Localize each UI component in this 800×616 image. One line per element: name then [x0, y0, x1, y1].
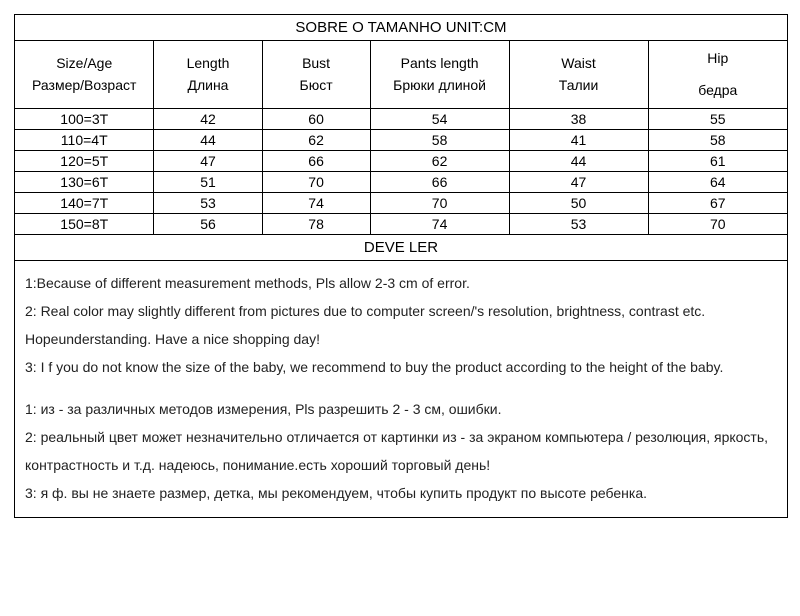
table-cell: 42: [154, 108, 262, 129]
col-header: Size/AgeРазмер/Возраст: [15, 41, 154, 108]
table-cell: 70: [370, 192, 509, 213]
table-cell: 61: [648, 150, 787, 171]
table-cell: 130=6T: [15, 171, 154, 192]
size-chart-container: SOBRE O TAMANHO UNIT:CM Size/AgeРазмер/В…: [14, 14, 788, 518]
col-header-en: Pants length: [373, 52, 507, 74]
table-cell: 54: [370, 108, 509, 129]
table-cell: 60: [262, 108, 370, 129]
table-cell: 62: [370, 150, 509, 171]
table-cell: 38: [509, 108, 648, 129]
table-cell: 58: [648, 129, 787, 150]
col-header-en: Length: [156, 52, 259, 74]
note-en-2: 2: Real color may slightly different fro…: [25, 297, 777, 353]
col-header-ru: Брюки длиной: [373, 74, 507, 96]
table-cell: 53: [509, 213, 648, 234]
table-row: 110=4T4462584158: [15, 129, 787, 150]
col-header: Pants lengthБрюки длиной: [370, 41, 509, 108]
table-cell: 100=3T: [15, 108, 154, 129]
table-cell: 150=8T: [15, 213, 154, 234]
table-cell: 64: [648, 171, 787, 192]
note-en-3: 3: I f you do not know the size of the b…: [25, 353, 777, 381]
notes-title: DEVE LER: [15, 234, 787, 261]
notes-section: 1:Because of different measurement metho…: [15, 261, 787, 517]
table-cell: 74: [262, 192, 370, 213]
col-header-en: Waist: [512, 52, 646, 74]
col-header: WaistТалии: [509, 41, 648, 108]
table-cell: 70: [262, 171, 370, 192]
table-cell: 110=4T: [15, 129, 154, 150]
note-ru-1: 1: из - за различных методов измерения, …: [25, 395, 777, 423]
table-row: 120=5T4766624461: [15, 150, 787, 171]
table-row: 150=8T5678745370: [15, 213, 787, 234]
table-cell: 58: [370, 129, 509, 150]
table-cell: 70: [648, 213, 787, 234]
table-cell: 55: [648, 108, 787, 129]
table-cell: 47: [154, 150, 262, 171]
note-en-1: 1:Because of different measurement metho…: [25, 269, 777, 297]
table-cell: 51: [154, 171, 262, 192]
table-cell: 120=5T: [15, 150, 154, 171]
table-cell: 66: [262, 150, 370, 171]
table-row: 100=3T4260543855: [15, 108, 787, 129]
table-cell: 140=7T: [15, 192, 154, 213]
table-cell: 74: [370, 213, 509, 234]
col-header: BustБюст: [262, 41, 370, 108]
col-header-ru: Длина: [156, 74, 259, 96]
col-header-ru: Талии: [512, 74, 646, 96]
col-header-en: Bust: [265, 52, 368, 74]
col-header-en: Hip: [651, 47, 785, 69]
col-header-en: Size/Age: [17, 52, 151, 74]
table-row: 130=6T5170664764: [15, 171, 787, 192]
size-table: Size/AgeРазмер/ВозрастLengthДлинаBustБюс…: [15, 41, 787, 234]
table-cell: 47: [509, 171, 648, 192]
table-cell: 78: [262, 213, 370, 234]
col-header: Hip бедра: [648, 41, 787, 108]
table-cell: 44: [154, 129, 262, 150]
table-cell: 41: [509, 129, 648, 150]
table-cell: 62: [262, 129, 370, 150]
col-header-ru: бедра: [651, 79, 785, 101]
table-cell: 56: [154, 213, 262, 234]
header-row: Size/AgeРазмер/ВозрастLengthДлинаBustБюс…: [15, 41, 787, 108]
col-header-ru: Размер/Возраст: [17, 74, 151, 96]
note-ru-2: 2: реальный цвет может незначительно отл…: [25, 423, 777, 479]
table-cell: 53: [154, 192, 262, 213]
col-header: LengthДлина: [154, 41, 262, 108]
table-title: SOBRE O TAMANHO UNIT:CM: [15, 15, 787, 41]
col-header-ru: Бюст: [265, 74, 368, 96]
note-ru-3: 3: я ф. вы не знаете размер, детка, мы р…: [25, 479, 777, 507]
table-cell: 44: [509, 150, 648, 171]
table-cell: 67: [648, 192, 787, 213]
table-cell: 50: [509, 192, 648, 213]
table-row: 140=7T5374705067: [15, 192, 787, 213]
table-cell: 66: [370, 171, 509, 192]
